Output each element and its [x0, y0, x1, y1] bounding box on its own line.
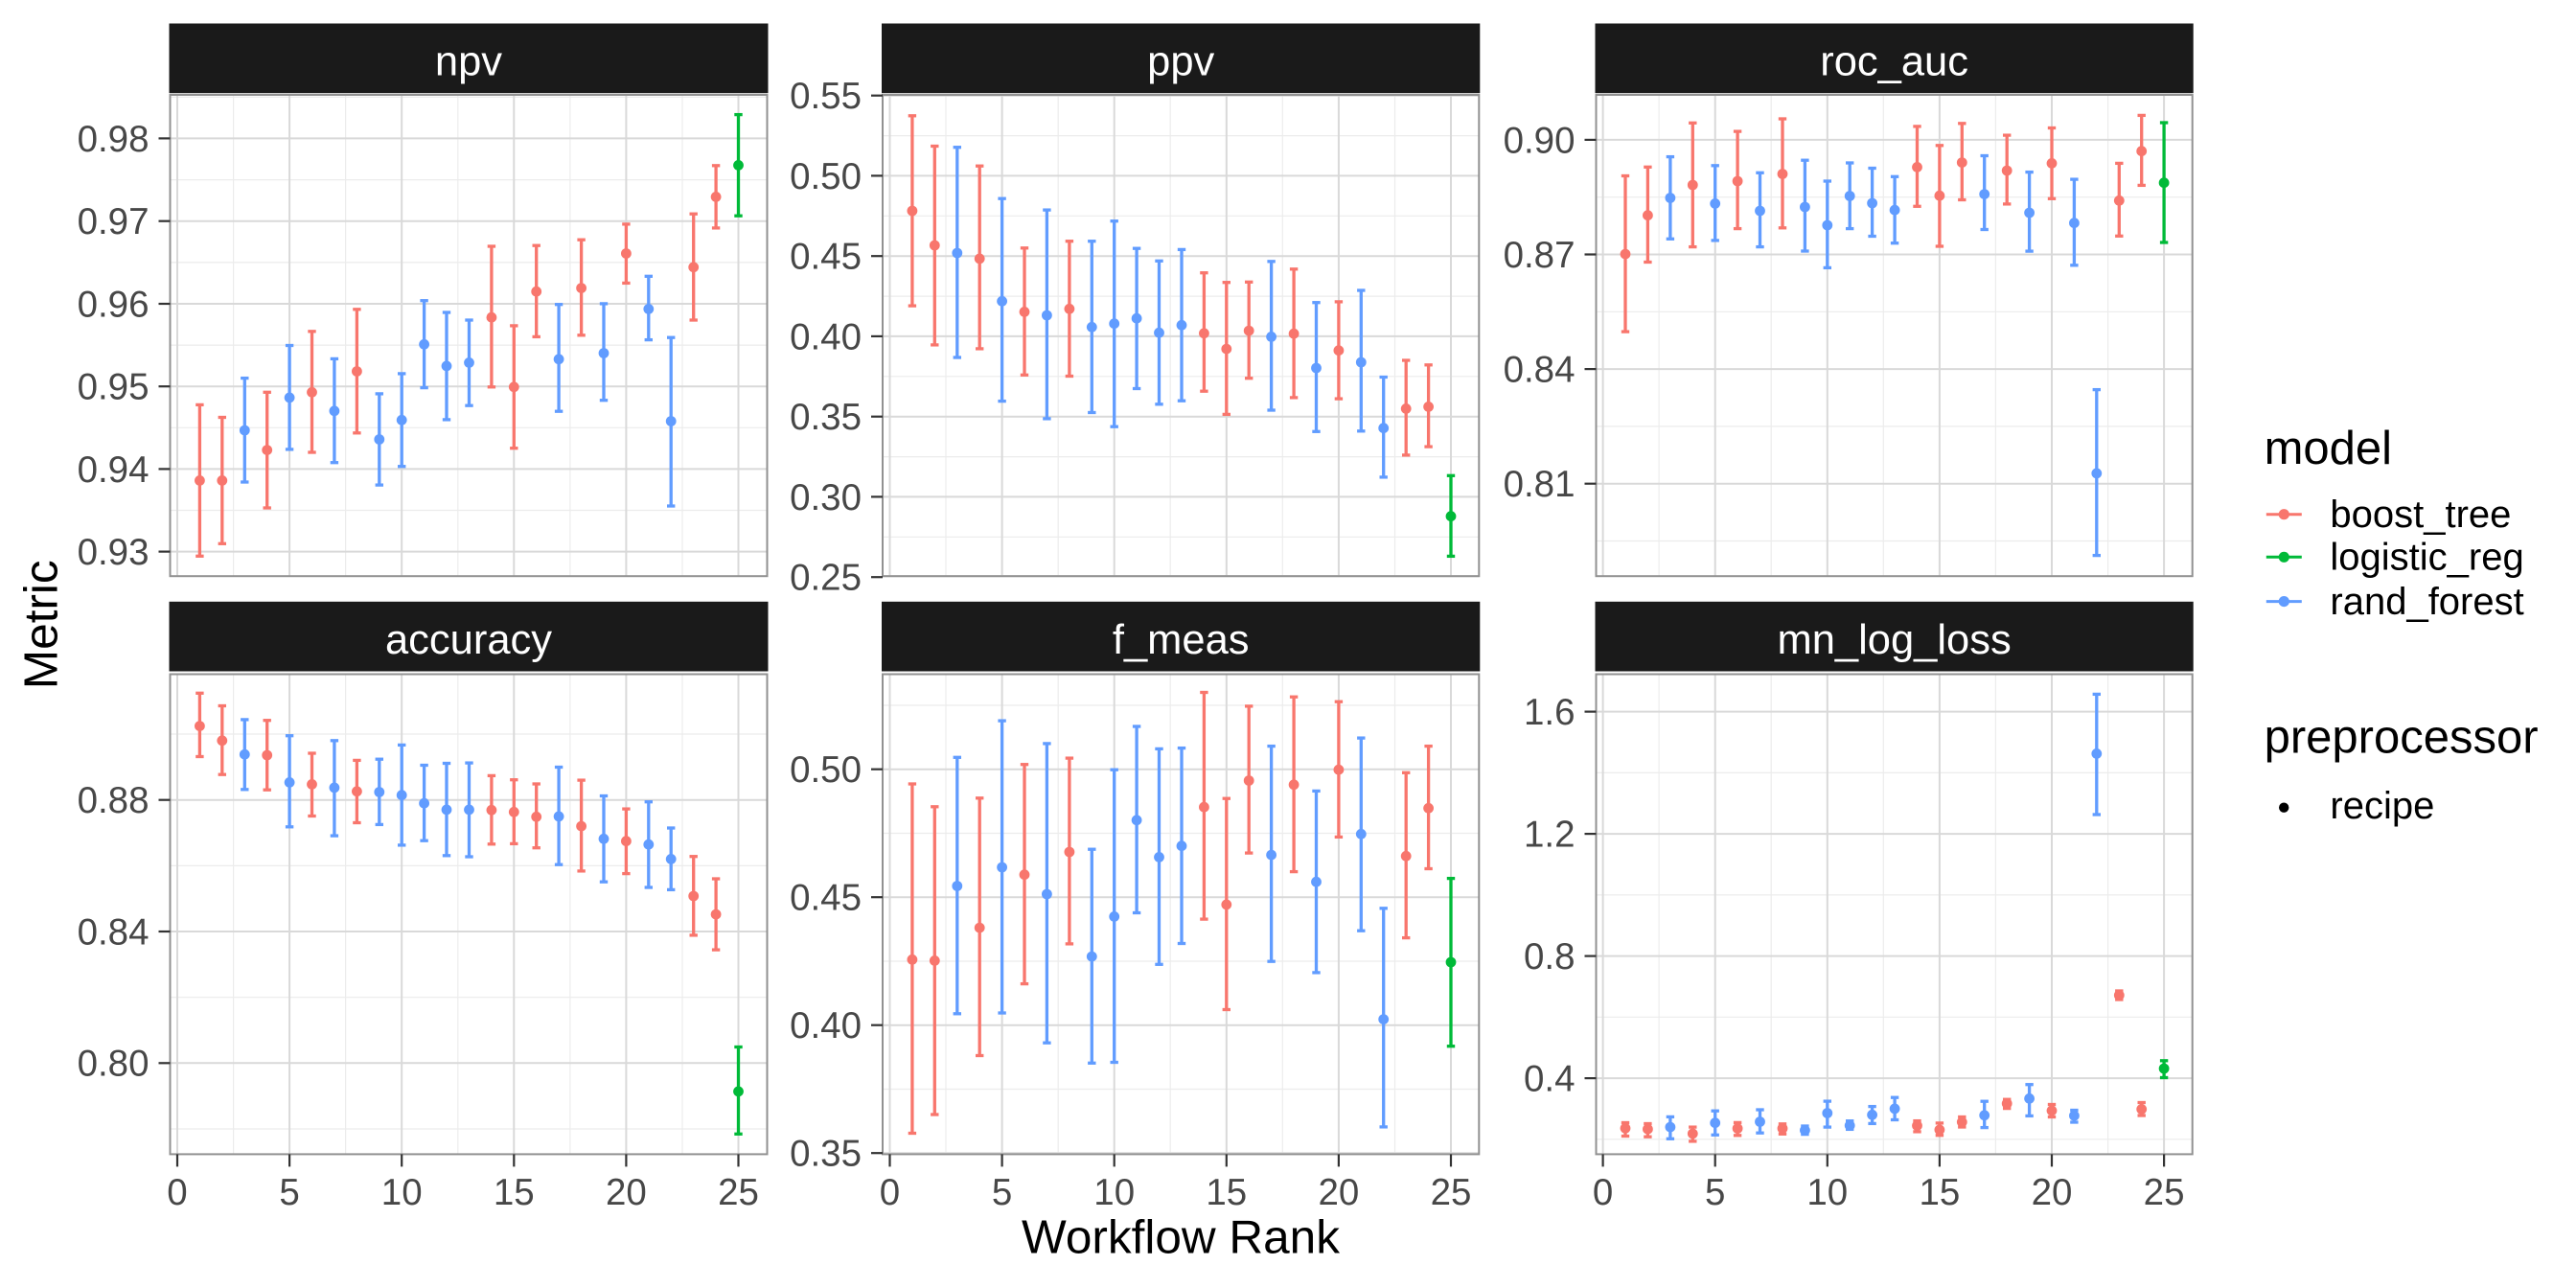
svg-text:25: 25	[718, 1172, 759, 1213]
svg-text:20: 20	[1318, 1172, 1359, 1213]
svg-text:10: 10	[1093, 1172, 1135, 1213]
svg-text:15: 15	[1919, 1172, 1960, 1213]
svg-text:1.2: 1.2	[1524, 815, 1576, 856]
svg-text:0.93: 0.93	[78, 532, 150, 573]
svg-text:model: model	[2265, 423, 2392, 474]
svg-text:boost_tree: boost_tree	[2330, 494, 2511, 536]
svg-text:10: 10	[1806, 1172, 1848, 1213]
svg-text:0.40: 0.40	[790, 316, 862, 357]
svg-text:Workflow Rank: Workflow Rank	[1022, 1211, 1340, 1264]
svg-text:5: 5	[279, 1172, 299, 1213]
svg-text:0.4: 0.4	[1524, 1059, 1576, 1100]
svg-text:0.88: 0.88	[78, 780, 150, 821]
svg-text:0.45: 0.45	[790, 237, 862, 278]
svg-text:0.45: 0.45	[790, 878, 862, 919]
svg-text:0.90: 0.90	[1504, 120, 1576, 161]
svg-text:0: 0	[1593, 1172, 1613, 1213]
svg-text:ppv: ppv	[1147, 39, 1214, 85]
svg-text:0.40: 0.40	[790, 1005, 862, 1046]
svg-text:npv: npv	[435, 39, 502, 85]
svg-text:mn_log_loss: mn_log_loss	[1777, 617, 2011, 663]
svg-text:0.84: 0.84	[78, 911, 150, 953]
svg-text:rand_forest: rand_forest	[2330, 581, 2523, 623]
svg-text:0: 0	[167, 1172, 187, 1213]
svg-text:logistic_reg: logistic_reg	[2330, 537, 2523, 579]
svg-text:0.94: 0.94	[78, 449, 150, 491]
svg-text:0.35: 0.35	[790, 1134, 862, 1175]
svg-text:0.8: 0.8	[1524, 936, 1576, 978]
svg-text:0.97: 0.97	[78, 201, 150, 242]
svg-text:20: 20	[2032, 1172, 2073, 1213]
svg-text:0.25: 0.25	[790, 558, 862, 599]
svg-text:10: 10	[381, 1172, 423, 1213]
svg-text:0.80: 0.80	[78, 1044, 150, 1085]
svg-text:recipe: recipe	[2330, 785, 2434, 827]
svg-text:5: 5	[1705, 1172, 1725, 1213]
svg-text:0.84: 0.84	[1504, 350, 1576, 391]
svg-text:20: 20	[606, 1172, 647, 1213]
svg-text:0.50: 0.50	[790, 156, 862, 197]
svg-text:preprocessor: preprocessor	[2265, 711, 2539, 763]
svg-text:0.55: 0.55	[790, 76, 862, 117]
svg-text:Metric: Metric	[15, 560, 68, 689]
svg-text:roc_auc: roc_auc	[1820, 39, 1968, 85]
svg-text:0.98: 0.98	[78, 119, 150, 160]
svg-text:15: 15	[494, 1172, 535, 1213]
svg-text:0.81: 0.81	[1504, 464, 1576, 505]
svg-text:0.35: 0.35	[790, 397, 862, 438]
svg-text:0: 0	[880, 1172, 900, 1213]
svg-text:25: 25	[2144, 1172, 2185, 1213]
svg-text:0.30: 0.30	[790, 477, 862, 518]
svg-text:0.96: 0.96	[78, 284, 150, 325]
svg-text:5: 5	[992, 1172, 1012, 1213]
svg-text:25: 25	[1431, 1172, 1472, 1213]
svg-text:accuracy: accuracy	[385, 617, 552, 663]
svg-text:0.95: 0.95	[78, 367, 150, 408]
svg-text:0.87: 0.87	[1504, 235, 1576, 276]
svg-text:1.6: 1.6	[1524, 692, 1576, 733]
svg-text:15: 15	[1206, 1172, 1247, 1213]
svg-text:f_meas: f_meas	[1113, 617, 1250, 663]
svg-text:0.50: 0.50	[790, 749, 862, 791]
